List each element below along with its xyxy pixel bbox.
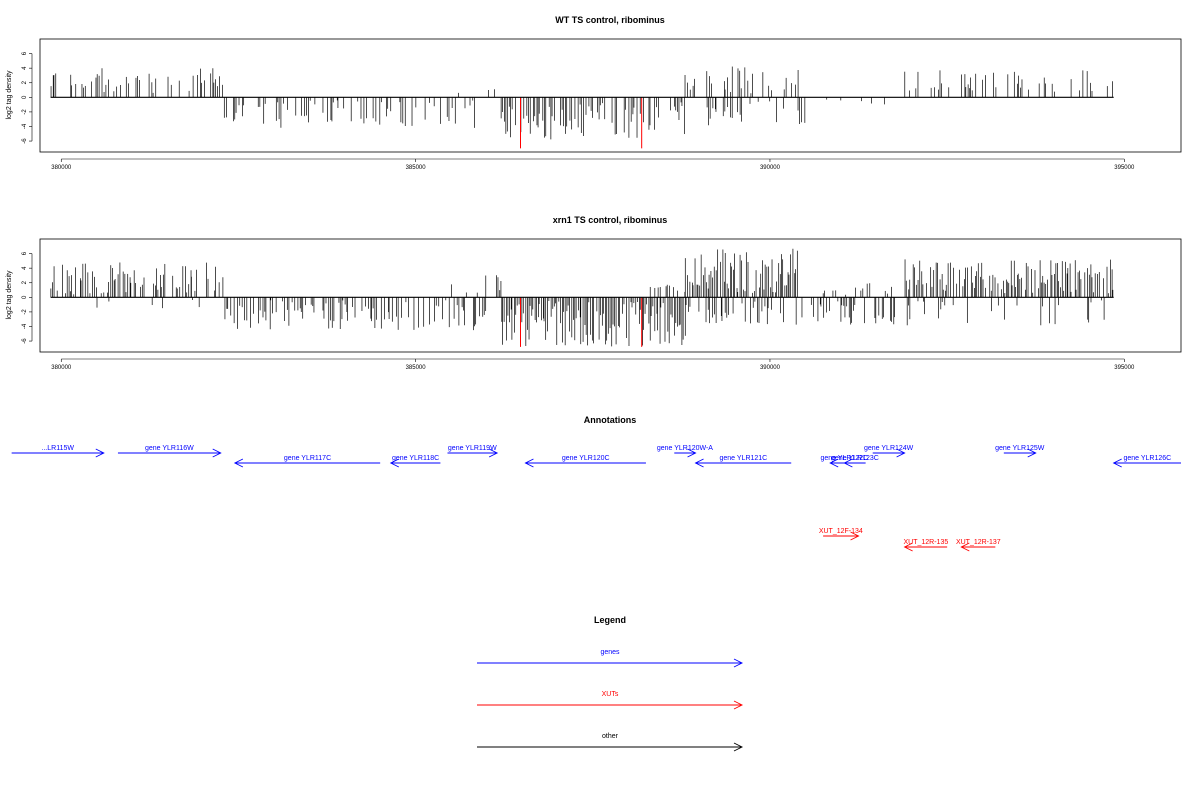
wt-panel-title: WT TS control, ribominus (555, 15, 665, 25)
feature-arrowhead (850, 531, 860, 541)
legend-entry: XUTs (477, 691, 744, 710)
feature-label: XUT_12R-137 (956, 539, 1001, 546)
feature-arrowhead (903, 542, 913, 552)
legend-arrowhead (733, 658, 744, 668)
wt-density-panel: WT TS control, ribominus log2 tag densit… (6, 15, 1182, 171)
x-tick-label: 380000 (51, 165, 72, 171)
legend-arrowhead (733, 742, 744, 752)
y-tick-label: 0 (22, 95, 28, 99)
feature-label: XUT_12F-134 (819, 528, 863, 535)
annotation-feature: XUT_12R-135 (903, 539, 948, 552)
x-tick-label: 395000 (1114, 165, 1135, 171)
wt-x-axis: 380000 385000 390000 395000 (51, 158, 1135, 171)
annotation-feature: gene YLR119W (447, 445, 499, 458)
wt-plot-frame (39, 38, 1182, 153)
feature-label: gene YLR126C (1123, 455, 1171, 462)
wt-density-bars (50, 66, 1114, 149)
legend-arrowhead (733, 700, 744, 710)
legend-entries: genes XUTs other (477, 649, 744, 752)
y-tick-label: 6 (22, 51, 28, 55)
legend-entry: genes (477, 649, 744, 668)
feature-arrowhead (843, 458, 853, 468)
annotation-feature: gene YLR117C (233, 455, 381, 468)
x-tick-label: 385000 (406, 165, 427, 171)
annotation-feature: gene YLR116W (117, 445, 222, 458)
x-tick-label: 380000 (51, 365, 72, 371)
wt-y-axis-label: log2 tag density (6, 70, 13, 120)
feature-arrowhead (95, 448, 105, 458)
legend-label: other (602, 733, 619, 740)
annotation-feature: gene YLR124W (864, 445, 914, 458)
feature-arrowhead (960, 542, 970, 552)
feature-arrowhead (524, 458, 534, 468)
feature-arrowhead (1112, 458, 1122, 468)
annotation-feature: gene YLR120W-A (657, 445, 713, 458)
y-tick-label: -2 (22, 109, 28, 115)
legend: Legend genes XUTs other (477, 615, 744, 752)
annotation-feature: gene YLR120C (524, 455, 646, 468)
y-tick-label: 2 (22, 80, 28, 84)
feature-label: gene YLR122C (820, 455, 868, 462)
annotation-features: ...LR115W gene YLR116W gene YLR117C gene YL… (11, 445, 1181, 552)
annotation-feature: gene YLR121C (694, 455, 792, 468)
annotation-feature: XUT_12R-137 (956, 539, 1001, 552)
y-tick-label: -4 (22, 123, 28, 129)
feature-label: gene YLR121C (720, 455, 768, 462)
feature-label: ...LR115W (41, 445, 74, 452)
annotations-track: Annotations ...LR115W gene YLR116W gene YL… (11, 415, 1181, 552)
legend-label: XUTs (602, 691, 619, 698)
y-tick-label: 0 (22, 295, 28, 299)
xrn1-panel-title: xrn1 TS control, ribominus (553, 215, 668, 225)
wt-y-axis: -6 -4 -2 0 2 4 6 (22, 51, 33, 144)
annotation-feature: ...LR115W (11, 445, 105, 458)
xrn1-plot-frame (39, 238, 1182, 353)
x-tick-label: 395000 (1114, 365, 1135, 371)
annotation-feature: gene YLR126C (1112, 455, 1181, 468)
xrn1-x-axis: 380000 385000 390000 395000 (51, 358, 1135, 371)
feature-arrowhead (233, 458, 244, 468)
x-tick-label: 390000 (760, 365, 781, 371)
y-tick-label: 4 (22, 266, 28, 270)
feature-arrowhead (488, 448, 499, 458)
xrn1-density-panel: xrn1 TS control, ribominus log2 tag dens… (6, 215, 1182, 371)
annotation-feature: gene YLR118C (389, 455, 441, 468)
feature-label: gene YLR117C (284, 455, 331, 462)
annotation-feature: gene YLR123C (831, 455, 879, 468)
feature-label: gene YLR120W-A (657, 445, 713, 452)
x-tick-label: 385000 (406, 365, 427, 371)
y-tick-label: -6 (22, 338, 28, 344)
xrn1-density-bars (50, 248, 1114, 347)
feature-label: gene YLR118C (392, 455, 439, 462)
y-tick-label: 6 (22, 251, 28, 255)
y-tick-label: -6 (22, 138, 28, 144)
feature-label: gene YLR120C (562, 455, 610, 462)
xrn1-y-axis: -6 -4 -2 0 2 4 6 (22, 251, 33, 344)
feature-arrowhead (1027, 448, 1037, 458)
feature-label: gene YLR116W (145, 445, 194, 452)
feature-arrowhead (212, 448, 222, 458)
y-tick-label: 4 (22, 66, 28, 70)
feature-label: gene YLR119W (448, 445, 497, 452)
feature-label: gene YLR125W (995, 445, 1045, 452)
y-tick-label: -4 (22, 323, 28, 329)
annotations-title: Annotations (584, 415, 637, 425)
y-tick-label: 2 (22, 280, 28, 284)
feature-arrowhead (687, 448, 697, 458)
annotation-feature: XUT_12F-134 (819, 528, 863, 541)
xrn1-y-axis-label: log2 tag density (6, 270, 13, 320)
annotation-feature: gene YLR125W (995, 445, 1045, 458)
y-tick-label: -2 (22, 309, 28, 315)
legend-label: genes (600, 649, 620, 656)
feature-arrowhead (829, 458, 839, 468)
legend-title: Legend (594, 615, 626, 625)
feature-label: XUT_12R-135 (903, 539, 948, 546)
feature-arrowhead (896, 448, 906, 458)
x-tick-label: 390000 (760, 165, 781, 171)
legend-entry: other (477, 733, 744, 752)
feature-label: gene YLR123C (831, 455, 879, 462)
feature-arrowhead (694, 458, 704, 468)
feature-arrowhead (389, 458, 400, 468)
feature-label: gene YLR124W (864, 445, 914, 452)
